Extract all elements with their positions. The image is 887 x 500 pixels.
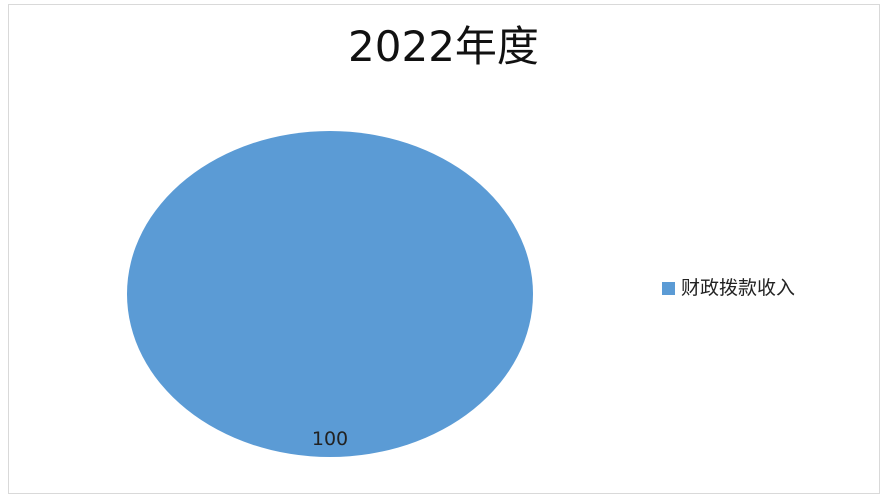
legend-swatch bbox=[662, 281, 675, 295]
chart-title: 2022年度 bbox=[348, 22, 539, 71]
pie-slice bbox=[127, 131, 533, 457]
legend: 财政拨款收入 bbox=[662, 277, 795, 299]
legend-label: 财政拨款收入 bbox=[681, 277, 796, 299]
data-label: 100 bbox=[312, 428, 348, 450]
